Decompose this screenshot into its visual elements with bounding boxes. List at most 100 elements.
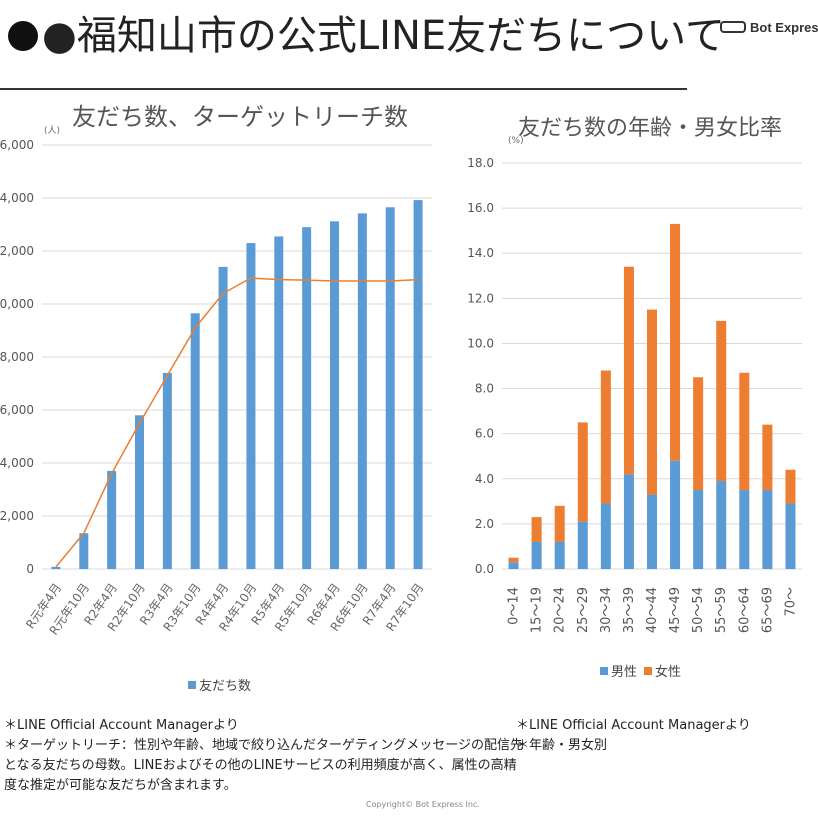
y-tick-label: 4,000 bbox=[0, 456, 34, 470]
bar-friends bbox=[135, 415, 144, 569]
notes-left: ＊LINE Official Account Managerより ＊ターゲットリ… bbox=[4, 716, 523, 796]
y-tick-label: 0.0 bbox=[475, 562, 494, 576]
bar-female bbox=[785, 469, 796, 504]
bar-friends bbox=[357, 213, 367, 569]
bar-male bbox=[531, 541, 542, 569]
legend-label: 友だち数 bbox=[199, 678, 251, 694]
note-line: ＊LINE Official Account Managerより bbox=[4, 718, 239, 733]
bar-male bbox=[693, 490, 704, 569]
bar-male bbox=[600, 503, 611, 569]
bar-friends bbox=[330, 221, 339, 569]
legend-label-female: 女性 bbox=[655, 664, 681, 680]
bullet-dot-icon bbox=[8, 21, 38, 51]
bar-male bbox=[623, 474, 634, 569]
y-tick-label: 8,000 bbox=[0, 350, 34, 364]
bar-female bbox=[762, 424, 773, 491]
legend-swatch-female bbox=[644, 667, 652, 675]
bar-female bbox=[531, 517, 542, 542]
legend-swatch-male bbox=[600, 667, 608, 675]
y-tick-label: 16,000 bbox=[0, 138, 34, 152]
y-tick-label: 6.0 bbox=[475, 427, 494, 441]
bar-male bbox=[647, 494, 657, 569]
x-tick-label: 45～49 bbox=[668, 587, 683, 633]
y-unit-label: (%) bbox=[508, 136, 524, 146]
chart-title: 友だち数、ターゲットリーチ数 bbox=[72, 103, 408, 131]
x-tick-label: 0～14 bbox=[507, 587, 522, 625]
x-tick-label: 65～69 bbox=[760, 587, 775, 633]
bar-friends bbox=[218, 266, 228, 569]
bar-friends bbox=[302, 227, 312, 569]
y-tick-label: 12,000 bbox=[0, 244, 34, 258]
note-line: となる友だちの母数。LINEおよびその他のLINEサービスの利用頻度が高く、属性… bbox=[4, 758, 517, 773]
bar-male bbox=[508, 562, 519, 569]
bar-female bbox=[623, 266, 634, 475]
y-tick-label: 4.0 bbox=[475, 472, 494, 486]
bar-female bbox=[647, 309, 657, 495]
bar-female bbox=[670, 223, 681, 461]
y-tick-label: 12.0 bbox=[467, 291, 494, 305]
bar-friends bbox=[413, 200, 423, 569]
y-tick-label: 10,000 bbox=[0, 297, 34, 311]
bar-male bbox=[762, 490, 773, 569]
bar-female bbox=[508, 557, 519, 563]
x-tick-label: 50～54 bbox=[691, 587, 706, 633]
bar-male bbox=[739, 490, 750, 569]
brand-logo: Bot Express bbox=[720, 20, 818, 35]
y-tick-label: 6,000 bbox=[0, 403, 34, 417]
x-tick-label: 40～44 bbox=[645, 587, 660, 633]
bar-female bbox=[554, 505, 565, 542]
bar-male bbox=[554, 541, 565, 569]
chart-title: 友だち数の年齢・男女比率 bbox=[518, 116, 782, 141]
bar-male bbox=[670, 460, 681, 569]
x-tick-label: 15～19 bbox=[530, 587, 545, 633]
title-divider bbox=[0, 88, 687, 90]
copyright: Copyright© Bot Express Inc. bbox=[366, 800, 480, 809]
bar-friends bbox=[162, 372, 172, 569]
x-tick-label: 55～59 bbox=[714, 587, 729, 633]
bar-friends bbox=[246, 243, 256, 570]
bar-female bbox=[716, 320, 727, 482]
y-tick-label: 14,000 bbox=[0, 191, 34, 205]
x-tick-label: 60～64 bbox=[737, 587, 752, 633]
y-tick-label: 0 bbox=[26, 562, 34, 576]
age-gender-chart: 友だち数の年齢・男女比率(%) 0.0 2.0 4.0 6.0 8.0 10.0 12.0 14… bbox=[467, 116, 802, 680]
note-line: ＊LINE Official Account Managerより bbox=[516, 718, 751, 733]
legend-swatch bbox=[188, 681, 196, 689]
bar-friends bbox=[79, 533, 89, 569]
x-tick-label: 25～29 bbox=[576, 587, 591, 633]
x-tick-label: 70～ bbox=[783, 587, 798, 617]
y-unit-label: (人) bbox=[44, 125, 60, 136]
bar-friends bbox=[274, 236, 284, 570]
bar-female bbox=[577, 422, 588, 522]
bar-friends bbox=[190, 313, 200, 569]
x-tick-label: 30～34 bbox=[599, 587, 614, 633]
bar-male bbox=[577, 521, 588, 569]
notes-right: ＊LINE Official Account Managerより ＊年齢・男女別 bbox=[516, 716, 751, 756]
x-tick-label: 35～39 bbox=[622, 587, 637, 633]
bar-male bbox=[785, 503, 796, 569]
bar-male bbox=[716, 481, 727, 569]
bar-friends bbox=[107, 470, 117, 569]
y-tick-label: 2,000 bbox=[0, 509, 34, 523]
legend-label-male: 男性 bbox=[611, 665, 637, 680]
note-line: ＊年齢・男女別 bbox=[516, 738, 608, 753]
y-tick-label: 2.0 bbox=[475, 517, 494, 531]
page-title-text: ●福知山市の公式LINE友だちについて bbox=[42, 13, 725, 59]
y-tick-label: 18.0 bbox=[467, 156, 494, 170]
bar-female bbox=[600, 370, 611, 504]
bar-friends bbox=[51, 566, 61, 569]
bar-friends bbox=[385, 207, 395, 569]
y-tick-label: 16.0 bbox=[467, 201, 494, 215]
friends-count-chart: 友だち数、ターゲットリーチ数 (人) 0 2,000 4,000 6,000 8,000 10… bbox=[0, 103, 432, 694]
note-line: 度な推定が可能な友だちが含まれます。 bbox=[4, 778, 237, 793]
y-tick-label: 14.0 bbox=[467, 246, 494, 260]
bar-female bbox=[739, 372, 750, 491]
brand-logo-text: Bot Express bbox=[750, 20, 818, 35]
y-tick-label: 8.0 bbox=[475, 382, 494, 396]
bar-female bbox=[693, 377, 704, 491]
note-line: ＊ターゲットリーチ：性別や年齢、地域で絞り込んだターゲティングメッセージの配信先 bbox=[4, 738, 523, 753]
y-tick-label: 10.0 bbox=[467, 336, 494, 350]
line-target-reach bbox=[55, 277, 419, 568]
bot-express-logo-icon bbox=[720, 21, 746, 33]
page-title: ●福知山市の公式LINE友だちについて bbox=[8, 8, 725, 64]
